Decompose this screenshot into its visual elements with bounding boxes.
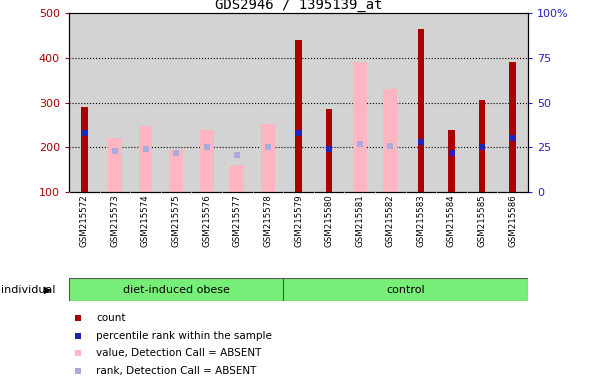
Bar [479,101,485,192]
Text: value, Detection Call = ABSENT: value, Detection Call = ABSENT [96,348,262,358]
Bar [139,126,152,192]
Text: GSM215573: GSM215573 [110,195,119,247]
Bar [326,109,332,192]
Bar [261,124,275,192]
Bar [418,29,424,192]
Text: GSM215574: GSM215574 [141,195,150,247]
Text: individual: individual [1,285,56,295]
Text: GSM215584: GSM215584 [447,195,456,247]
Text: count: count [96,313,125,323]
Text: GSM215585: GSM215585 [478,195,487,247]
Text: GSM215581: GSM215581 [355,195,364,247]
Bar [200,129,214,192]
Bar [509,62,516,192]
Text: GSM215583: GSM215583 [416,195,425,247]
Text: GSM215578: GSM215578 [263,195,272,247]
Text: GSM215576: GSM215576 [202,195,211,247]
Bar [69,278,283,301]
Text: rank, Detection Call = ABSENT: rank, Detection Call = ABSENT [96,366,256,376]
Bar [81,107,88,192]
Text: GSM215586: GSM215586 [508,195,517,247]
Bar [283,278,528,301]
Bar [230,165,244,192]
Bar [383,89,397,192]
Text: GSM215572: GSM215572 [80,195,89,247]
Bar [295,40,302,192]
Bar [353,62,367,192]
Bar [169,150,183,192]
Title: GDS2946 / 1395139_at: GDS2946 / 1395139_at [215,0,382,12]
Text: ▶: ▶ [44,285,52,295]
Text: GSM215582: GSM215582 [386,195,395,247]
Text: GSM215575: GSM215575 [172,195,181,247]
Text: GSM215577: GSM215577 [233,195,242,247]
Bar [108,137,122,192]
Text: GSM215579: GSM215579 [294,195,303,247]
Text: GSM215580: GSM215580 [325,195,334,247]
Text: diet-induced obese: diet-induced obese [122,285,230,295]
Bar [448,129,455,192]
Text: percentile rank within the sample: percentile rank within the sample [96,331,272,341]
Text: control: control [386,285,425,295]
